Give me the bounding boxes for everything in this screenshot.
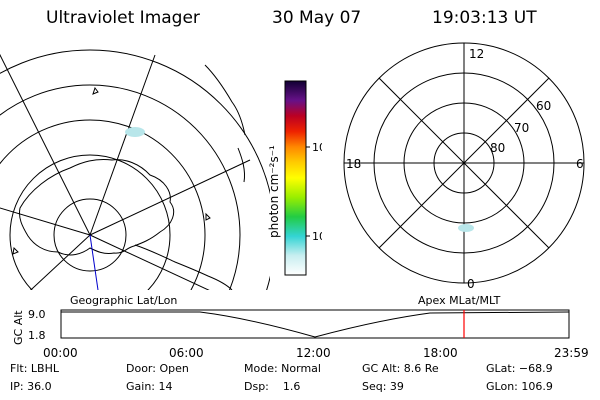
filter-info: Flt: LBHL [10,362,59,375]
geographic-projection-label: Geographic Lat/Lon [70,294,178,307]
timeline-xtick-label: 12:00 [296,346,331,360]
glat-info: GLat: −68.9 [486,362,553,375]
lat-circle [9,154,171,290]
aurora-emission [125,127,145,137]
gain-info: Gain: 14 [126,380,173,393]
apex-projection-label: Apex MLat/MLT [418,294,501,307]
seq-info: Seq: 39 [362,380,404,393]
timeline-xtick-label: 00:00 [43,346,78,360]
meridian [0,53,91,236]
dsp-info: Dsp: 1.6 [244,380,301,393]
timeline-xtick-label: 23:59 [554,346,589,360]
lat-circle [0,119,206,290]
observation-time: 19:03:13 UT [432,8,537,28]
lat-circle [0,84,241,290]
colorbar-tick-label: 10 [312,230,322,243]
lat-circle [53,198,127,272]
door-info: Door: Open [126,362,189,375]
altitude-timeline: GC Alt 9.0 1.8 00:00 06:00 12:00 18:00 2… [12,308,589,360]
island-coastline [205,212,211,221]
instrument-title: Ultraviolet Imager [46,8,200,28]
mlt-meridian [378,77,550,249]
timeline-xtick-label: 06:00 [169,346,204,360]
gc-alt-info: GC Alt: 8.6 Re [362,362,439,375]
satellite-track [89,234,99,290]
observation-date: 30 May 07 [272,8,362,28]
mlt-label-18: 18 [346,157,361,171]
mlat-label-60: 60 [536,99,551,113]
meridian [30,234,91,290]
meridian [89,234,210,290]
colorbar-unit-label: photon cm⁻²s⁻¹ [267,145,281,238]
island-coastline [92,86,99,95]
timeline-xtick-label: 18:00 [423,346,458,360]
meridian [89,54,156,236]
mlt-label-0: 0 [467,277,475,291]
mlt-label-12: 12 [469,47,484,61]
meridian [0,207,91,236]
geographic-map [0,49,270,290]
ip-info: IP: 36.0 [10,380,52,393]
timeline-axis-label: GC Alt [12,310,25,345]
timeline-frame [60,309,570,339]
colorbar-scale [284,80,307,276]
colorbar-tick-label: 100 [312,141,322,154]
colorbar: 100 10 photon cm⁻²s⁻¹ [267,80,322,276]
altitude-curve [61,311,570,338]
mlat-label-80: 80 [490,141,505,155]
antarctica-coastline [19,159,175,256]
mlt-label-6: 6 [576,157,584,171]
timeline-ytick-label: 1.8 [28,329,46,342]
mlat-label-70: 70 [514,121,529,135]
polar-plot: 12 18 6 0 60 70 80 [343,42,585,291]
lat-circle [0,49,270,290]
glon-info: GLon: 106.9 [486,380,553,393]
mode-info: Mode: Normal [244,362,321,375]
island-coastline [12,246,19,255]
aurora-emission [458,224,474,232]
peninsula-coastline [134,244,233,290]
timeline-ytick-label: 9.0 [28,308,46,321]
south-america-coastline [237,147,245,183]
south-america-coastline [204,64,246,136]
